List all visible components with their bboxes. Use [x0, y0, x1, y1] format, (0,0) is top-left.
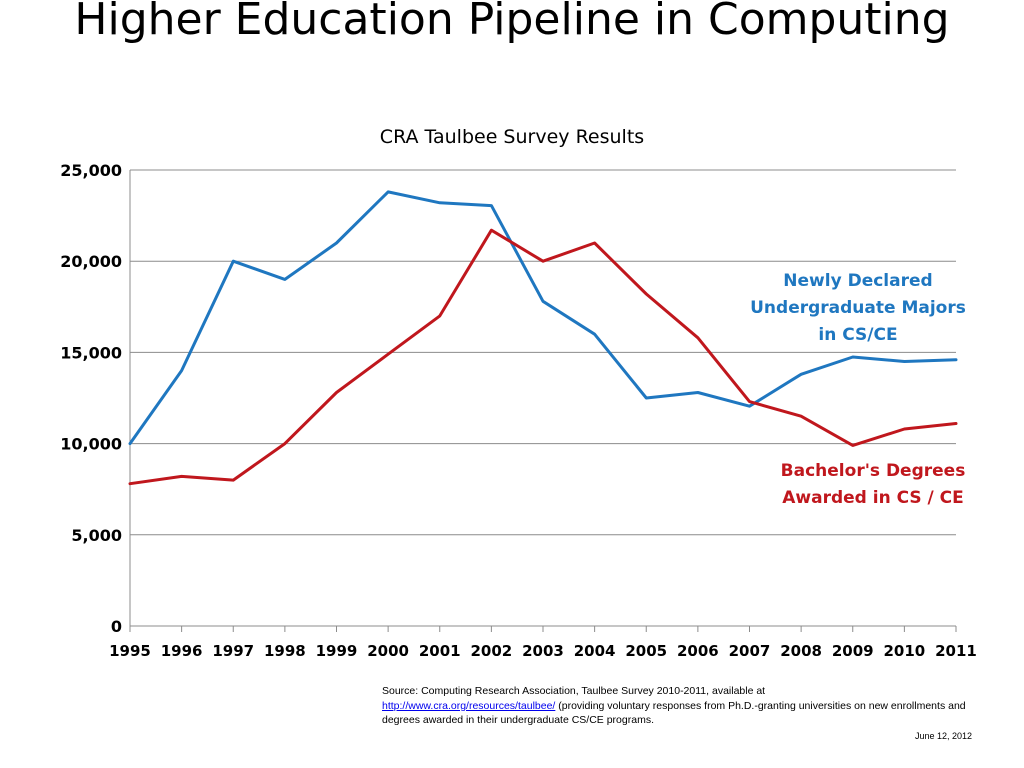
y-tick-label: 20,000	[60, 252, 122, 271]
x-tick-label: 2007	[729, 642, 771, 660]
y-tick-label: 10,000	[60, 435, 122, 454]
x-tick-label: 2005	[625, 642, 667, 660]
x-tick-label: 1997	[212, 642, 254, 660]
grid-lines	[130, 169, 956, 536]
x-tick-label: 2009	[832, 642, 874, 660]
source-prefix: Source: Computing Research Association, …	[382, 685, 766, 697]
majors-series-label: in CS/CE	[818, 325, 897, 345]
slide-subtitle: CRA Taulbee Survey Results	[379, 126, 645, 148]
y-tick-label: 25,000	[60, 161, 122, 180]
y-tick-label: 15,000	[60, 343, 122, 362]
degrees-series-label: Bachelor's Degrees	[781, 461, 966, 481]
slide-date: June 12, 2012	[914, 731, 972, 741]
source-link[interactable]: http://www.cra.org/resources/taulbee/	[382, 699, 556, 712]
source-note: Source: Computing Research Association, …	[382, 684, 982, 728]
axes	[129, 170, 957, 632]
x-tick-label: 2010	[884, 642, 926, 660]
x-tick-label: 2008	[780, 642, 822, 660]
y-tick-label: 0	[111, 617, 122, 636]
y-tick-label: 5,000	[71, 526, 122, 545]
tick-labels: 0 5,000 10,000 15,000 20,000 25,000 1995 1996 19…	[60, 161, 977, 660]
series-annotations: Newly Declared Undergraduate Majors in CS/…	[750, 271, 966, 508]
x-tick-label: 1996	[161, 642, 203, 660]
degrees-series-label: Awarded in CS / CE	[782, 488, 964, 508]
slide-title: Higher Education Pipeline in Computing	[74, 0, 950, 45]
x-tick-label: 1999	[316, 642, 358, 660]
x-tick-label: 2011	[935, 642, 977, 660]
series-lines	[128, 190, 958, 486]
source-suffix: (providing voluntary responses from Ph.D…	[382, 699, 966, 727]
majors-series-label: Newly Declared	[783, 271, 932, 291]
x-tick-label: 2004	[574, 642, 616, 660]
x-tick-label: 1998	[264, 642, 306, 660]
x-tick-label: 2000	[367, 642, 409, 660]
x-tick-label: 2002	[471, 642, 513, 660]
x-tick-label: 2006	[677, 642, 719, 660]
x-tick-label: 1995	[109, 642, 151, 660]
x-tick-label: 2003	[522, 642, 564, 660]
majors-series-line	[128, 190, 958, 446]
line-chart: 0 5,000 10,000 15,000 20,000 25,000 1995 1996 19…	[60, 161, 977, 660]
degrees-series-line	[128, 228, 958, 486]
x-tick-label: 2001	[419, 642, 461, 660]
majors-series-label: Undergraduate Majors	[750, 298, 966, 318]
